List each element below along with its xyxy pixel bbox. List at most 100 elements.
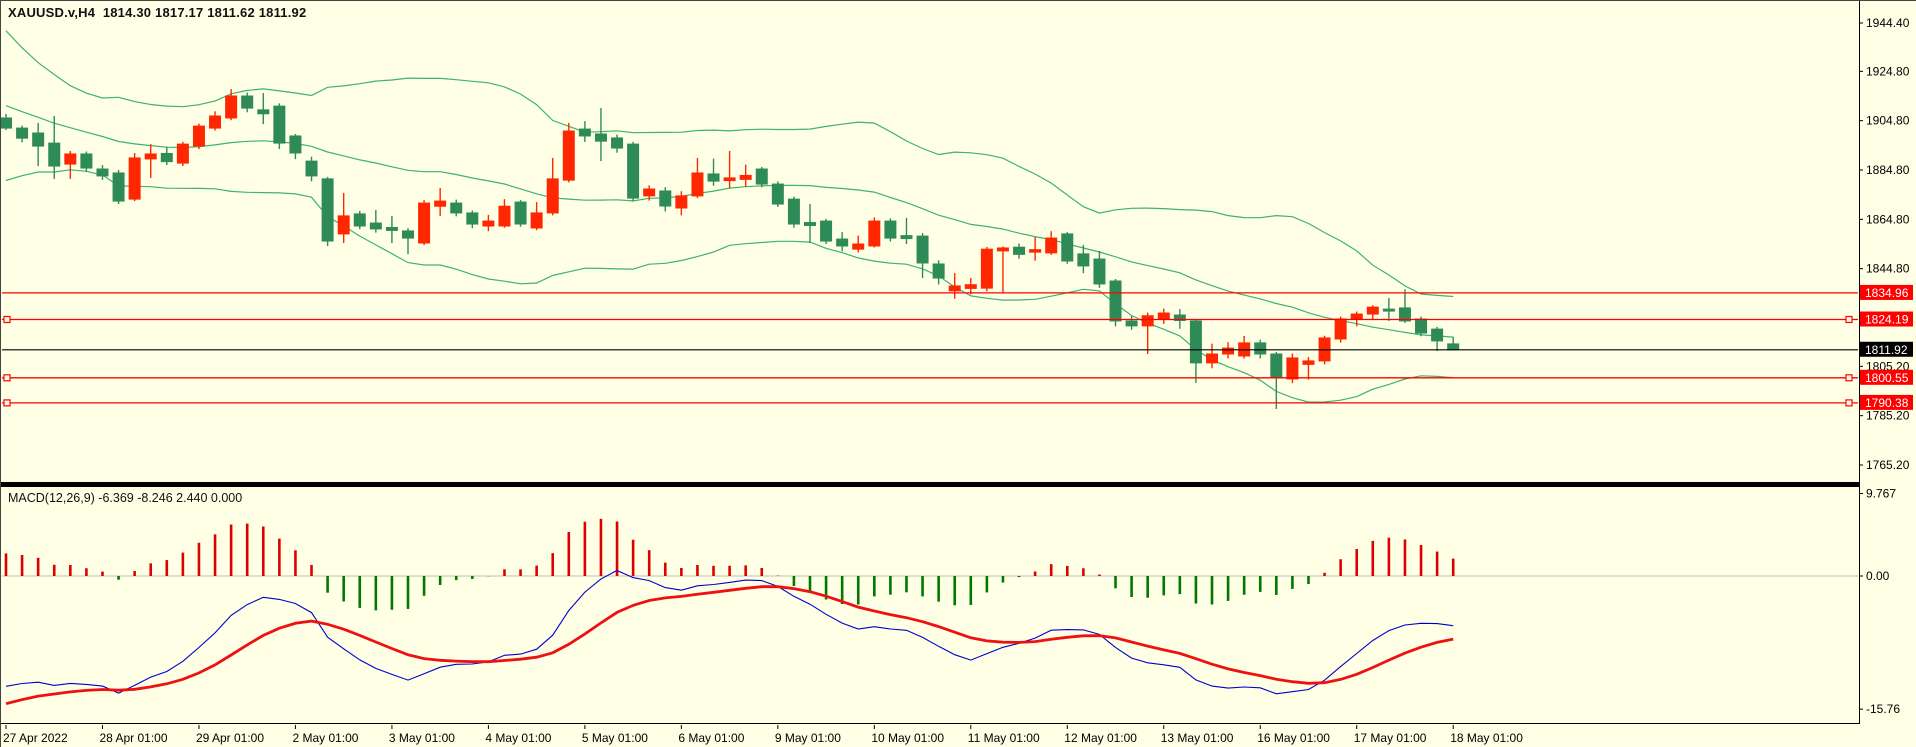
- bollinger-lower-band: [6, 170, 1453, 402]
- time-tick-label: 28 Apr 01:00: [99, 731, 167, 745]
- candle: [997, 246, 1008, 292]
- line-drag-handle[interactable]: [1846, 400, 1852, 406]
- line-drag-handle[interactable]: [4, 375, 10, 381]
- candle: [837, 232, 848, 251]
- candle: [805, 204, 816, 243]
- level-price-badge-text: 1800.55: [1865, 371, 1909, 385]
- bollinger-middle-band: [6, 106, 1453, 337]
- candle: [612, 134, 623, 152]
- candle: [419, 200, 430, 245]
- candle: [933, 260, 944, 284]
- candle: [949, 273, 960, 299]
- candle: [386, 216, 397, 243]
- price-tick-label: 1884.80: [1866, 163, 1910, 177]
- candle: [467, 210, 478, 228]
- candle: [258, 93, 269, 124]
- candle: [692, 158, 703, 198]
- candle: [1, 114, 12, 130]
- time-tick-label: 10 May 01:00: [871, 731, 944, 745]
- candle: [161, 147, 172, 165]
- line-drag-handle[interactable]: [4, 400, 10, 406]
- candle: [1383, 298, 1394, 321]
- candle: [210, 111, 221, 130]
- candle: [1158, 309, 1169, 324]
- candle: [113, 170, 124, 204]
- axes: 1944.401924.801904.801884.801864.801844.…: [1, 1, 1913, 724]
- candle: [49, 116, 60, 179]
- panel-splitter[interactable]: [1, 482, 1859, 487]
- candle: [483, 215, 494, 231]
- price-tick-label: 1844.80: [1866, 262, 1910, 276]
- candle: [177, 142, 188, 166]
- candle: [579, 121, 590, 142]
- candle: [1030, 237, 1041, 261]
- candle: [1046, 231, 1057, 255]
- macd-signal-line: [6, 587, 1453, 704]
- time-tick-label: 13 May 01:00: [1161, 731, 1234, 745]
- candle: [788, 197, 799, 228]
- line-drag-handle[interactable]: [1846, 375, 1852, 381]
- candle: [965, 278, 976, 294]
- candle: [1303, 357, 1314, 380]
- macd-axis-label: 9.767: [1866, 486, 1896, 500]
- candle: [724, 151, 735, 188]
- candle: [756, 167, 767, 187]
- candle: [370, 210, 381, 233]
- candle: [1062, 232, 1073, 264]
- chart-canvas[interactable]: 1944.401924.801904.801884.801864.801844.…: [1, 1, 1916, 747]
- candle: [821, 219, 832, 244]
- candle: [290, 134, 301, 159]
- candle: [628, 142, 639, 202]
- candle: [660, 187, 671, 211]
- time-tick-label: 16 May 01:00: [1257, 731, 1330, 745]
- candle: [676, 191, 687, 215]
- macd-indicator-label: MACD(12,26,9) -6.369 -8.246 2.440 0.000: [8, 491, 242, 505]
- candle: [917, 233, 928, 278]
- trading-chart-window: XAUUSD.v,H4 1814.30 1817.17 1811.62 1811…: [0, 0, 1916, 747]
- level-price-badge-text: 1834.96: [1865, 286, 1909, 300]
- candle: [451, 200, 462, 217]
- candle: [145, 144, 156, 178]
- candle: [869, 217, 880, 247]
- candle: [354, 211, 365, 229]
- candle: [531, 202, 542, 230]
- candle: [1271, 352, 1282, 409]
- candle: [885, 218, 896, 241]
- candle: [563, 123, 574, 182]
- time-tick-label: 2 May 01:00: [292, 731, 358, 745]
- chart-symbol-title: XAUUSD.v,H4 1814.30 1817.17 1811.62 1811…: [8, 5, 306, 20]
- candle: [322, 177, 333, 246]
- main-price-panel[interactable]: [1, 31, 1858, 409]
- candle: [1094, 251, 1105, 288]
- price-tick-label: 1944.40: [1866, 16, 1910, 30]
- candle: [547, 158, 558, 215]
- candle: [1126, 316, 1137, 330]
- macd-axis-label: 0.00: [1866, 569, 1890, 583]
- line-drag-handle[interactable]: [4, 317, 10, 323]
- price-tick-label: 1785.20: [1866, 409, 1910, 423]
- candle: [499, 199, 510, 228]
- macd-panel[interactable]: [2, 519, 1858, 704]
- line-drag-handle[interactable]: [1846, 317, 1852, 323]
- candle: [242, 93, 253, 113]
- candle: [65, 151, 76, 179]
- level-price-badge-text: 1790.38: [1865, 396, 1909, 410]
- time-axis[interactable]: 27 Apr 202228 Apr 01:0029 Apr 01:002 May…: [3, 725, 1523, 745]
- candle: [17, 126, 28, 143]
- candle: [772, 181, 783, 207]
- time-tick-label: 4 May 01:00: [485, 731, 551, 745]
- time-tick-label: 17 May 01:00: [1354, 731, 1427, 745]
- price-tick-label: 1924.80: [1866, 64, 1910, 78]
- price-tick-label: 1864.80: [1866, 212, 1910, 226]
- time-tick-label: 11 May 01:00: [968, 731, 1040, 745]
- price-tick-label: 1765.20: [1866, 458, 1910, 472]
- candle: [306, 157, 317, 182]
- candle: [901, 218, 912, 244]
- candle: [1335, 317, 1346, 343]
- time-tick-label: 6 May 01:00: [678, 731, 744, 745]
- candle: [1239, 336, 1250, 358]
- candle: [129, 153, 140, 201]
- candle: [1255, 340, 1266, 359]
- candle: [1207, 344, 1218, 369]
- candle: [435, 188, 446, 216]
